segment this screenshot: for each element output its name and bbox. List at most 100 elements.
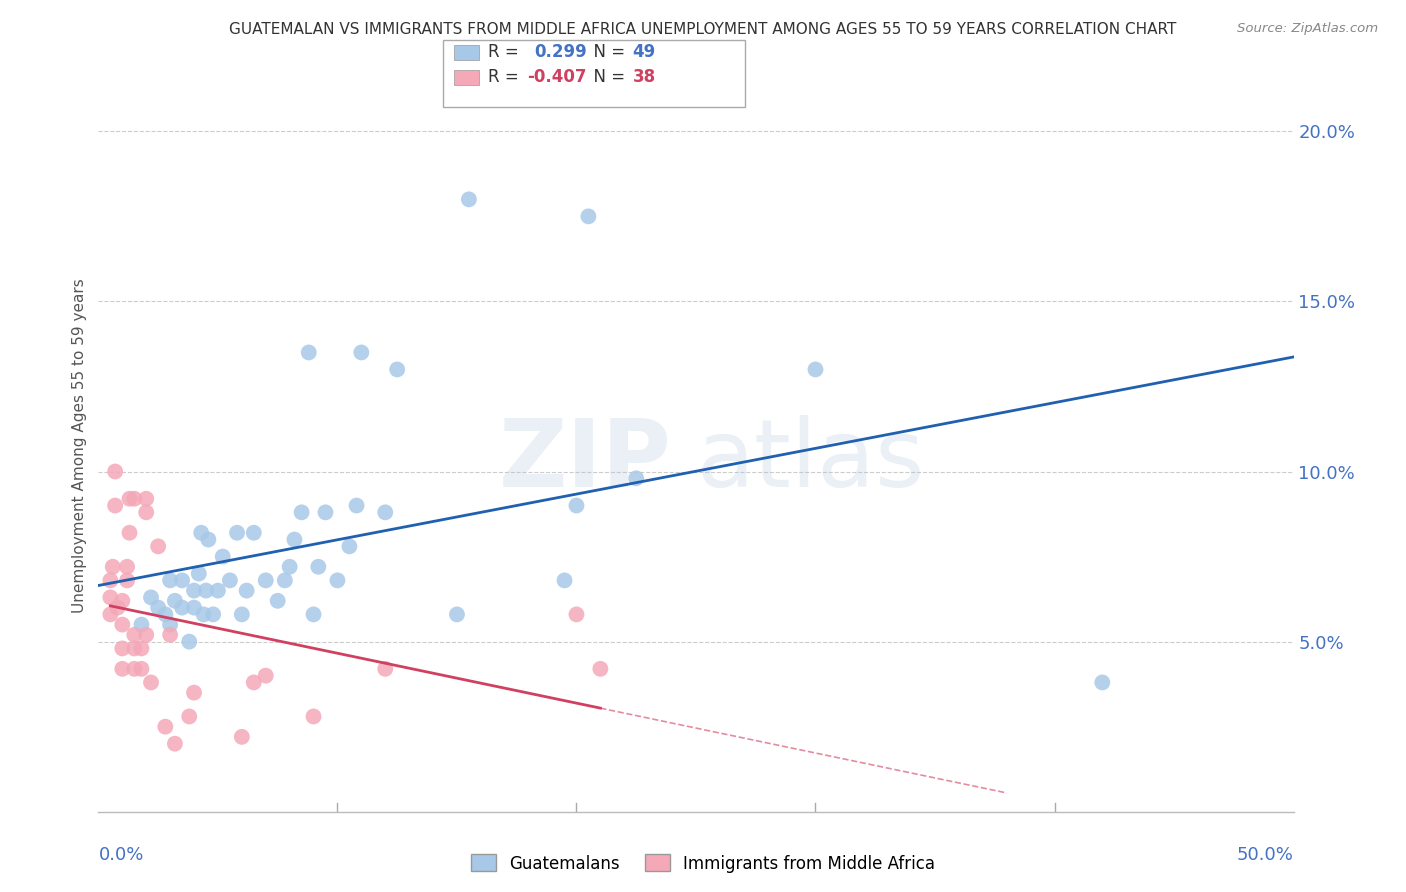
Point [115,574,138,588]
Text: Source: ZipAtlas.com: Source: ZipAtlas.com [1237,22,1378,36]
Point [374,505,396,519]
Point [159,628,181,642]
Point [458,192,481,206]
Text: R =: R = [488,43,529,61]
Point [101,559,124,574]
Point [283,533,305,547]
Point [197,533,219,547]
Point [135,628,157,642]
Point [187,566,209,581]
Point [135,505,157,519]
Point [565,607,588,622]
Point [124,628,146,642]
Text: ZIP: ZIP [499,415,672,507]
Point [374,662,396,676]
Point [111,617,134,632]
Text: N =: N = [583,43,631,61]
Point [104,465,127,479]
Point [298,345,321,359]
Point [302,607,325,622]
Point [190,525,212,540]
Point [159,574,181,588]
Text: -0.407: -0.407 [527,68,586,86]
Point [104,499,127,513]
Point [243,675,266,690]
Point [274,574,297,588]
Point [139,675,162,690]
Point [172,600,194,615]
Point [124,662,146,676]
Text: 49: 49 [633,43,657,61]
Point [111,594,134,608]
Text: R =: R = [488,68,524,86]
Point [179,709,201,723]
Point [1091,675,1114,690]
Text: GUATEMALAN VS IMMIGRANTS FROM MIDDLE AFRICA UNEMPLOYMENT AMONG AGES 55 TO 59 YEA: GUATEMALAN VS IMMIGRANTS FROM MIDDLE AFR… [229,22,1177,37]
Point [124,491,146,506]
Point [135,491,157,506]
Point [576,210,599,224]
Point [385,362,409,376]
Point [804,362,827,376]
Point [118,491,141,506]
Point [155,720,177,734]
Point [148,600,170,615]
Point [243,525,266,540]
Text: N =: N = [583,68,631,86]
Point [589,662,612,676]
Point [139,591,162,605]
Point [231,607,253,622]
Point [226,525,249,540]
Point [307,559,329,574]
Text: 0.0%: 0.0% [98,846,143,863]
Point [183,686,205,700]
Point [107,600,129,615]
Text: atlas: atlas [696,415,924,507]
Point [131,617,153,632]
Text: 38: 38 [633,68,655,86]
Point [183,583,205,598]
Point [155,607,177,622]
Point [337,540,360,554]
Point [302,709,325,723]
Point [179,634,201,648]
Point [346,499,368,513]
Point [159,617,181,632]
Point [231,730,253,744]
Point [211,549,233,564]
Text: 50.0%: 50.0% [1237,846,1294,863]
Point [267,594,290,608]
Point [446,607,468,622]
Point [111,641,134,656]
Text: 0.299: 0.299 [534,43,588,61]
Point [163,737,186,751]
Point [194,583,217,598]
Point [554,574,576,588]
Point [565,499,588,513]
Point [624,471,647,485]
Point [235,583,257,598]
Point [207,583,229,598]
Point [254,668,277,682]
Point [202,607,225,622]
Point [111,662,134,676]
Point [172,574,194,588]
Legend: Guatemalans, Immigrants from Middle Africa: Guatemalans, Immigrants from Middle Afri… [464,847,942,880]
Point [148,540,170,554]
Point [278,559,301,574]
Y-axis label: Unemployment Among Ages 55 to 59 years: Unemployment Among Ages 55 to 59 years [72,278,87,614]
Point [315,505,337,519]
Point [183,600,205,615]
Point [131,662,153,676]
Point [326,574,349,588]
Point [193,607,215,622]
Point [131,641,153,656]
Point [118,525,141,540]
Point [219,574,242,588]
Point [98,574,122,588]
Point [124,641,146,656]
Point [290,505,312,519]
Point [98,591,122,605]
Point [115,559,138,574]
Point [98,607,122,622]
